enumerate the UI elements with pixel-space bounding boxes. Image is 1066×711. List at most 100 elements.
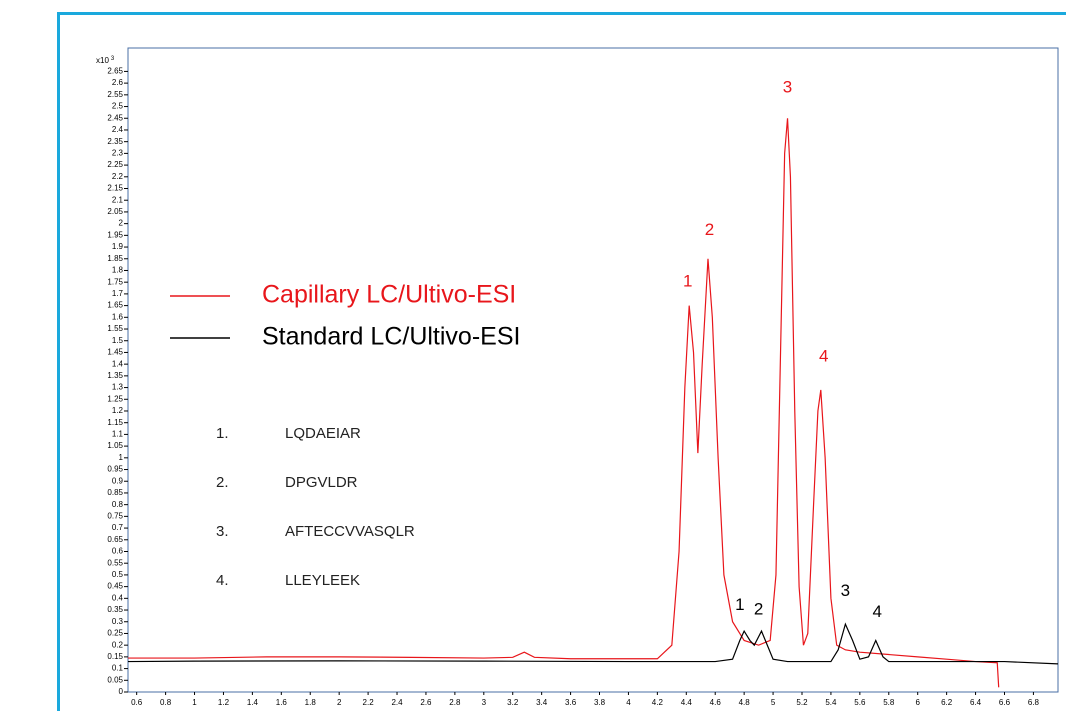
x-tick-label: 2.2 xyxy=(363,698,375,707)
y-tick-label: 0.05 xyxy=(107,675,123,684)
series-line xyxy=(128,622,1058,665)
peak-label: 4 xyxy=(872,602,881,621)
y-tick-label: 2.3 xyxy=(112,148,124,157)
x-tick-label: 1.6 xyxy=(276,698,288,707)
y-tick-label: 2 xyxy=(119,219,124,228)
y-multiplier-base: x10 xyxy=(96,56,109,65)
x-tick-label: 5 xyxy=(771,698,776,707)
y-tick-label: 0.55 xyxy=(107,558,123,567)
x-tick-label: 1.2 xyxy=(218,698,230,707)
y-tick-label: 2.55 xyxy=(107,90,123,99)
y-tick-label: 0.25 xyxy=(107,629,123,638)
peak-label: 3 xyxy=(841,581,850,600)
y-tick-label: 0.3 xyxy=(112,617,124,626)
y-tick-label: 1.2 xyxy=(112,406,124,415)
y-tick-label: 0.75 xyxy=(107,511,123,520)
x-tick-label: 1.8 xyxy=(305,698,317,707)
y-tick-label: 1.95 xyxy=(107,230,123,239)
peak-label: 1 xyxy=(735,595,744,614)
peak-label: 2 xyxy=(705,220,714,239)
y-tick-label: 0.7 xyxy=(112,523,124,532)
x-tick-label: 3 xyxy=(482,698,487,707)
y-tick-label: 2.5 xyxy=(112,102,124,111)
x-tick-label: 0.8 xyxy=(160,698,172,707)
y-tick-label: 0.65 xyxy=(107,535,123,544)
y-tick-label: 0 xyxy=(119,687,124,696)
peak-label: 2 xyxy=(754,600,763,619)
y-tick-label: 1.35 xyxy=(107,371,123,380)
y-tick-label: 1.4 xyxy=(112,359,124,368)
y-tick-label: 2.2 xyxy=(112,172,124,181)
y-tick-label: 1.6 xyxy=(112,312,124,321)
x-tick-label: 4.6 xyxy=(710,698,722,707)
x-tick-label: 1 xyxy=(192,698,197,707)
y-tick-label: 2.35 xyxy=(107,137,123,146)
peak-label: 1 xyxy=(683,272,692,291)
y-tick-label: 0.45 xyxy=(107,582,123,591)
y-tick-label: 0.95 xyxy=(107,465,123,474)
x-tick-label: 4.4 xyxy=(681,698,693,707)
y-tick-label: 1.45 xyxy=(107,348,123,357)
y-tick-label: 1 xyxy=(119,453,124,462)
y-tick-label: 2.15 xyxy=(107,184,123,193)
y-tick-label: 2.1 xyxy=(112,195,124,204)
y-tick-label: 2.6 xyxy=(112,78,124,87)
frame xyxy=(57,12,1066,711)
peptide-sequence: LQDAEIAR xyxy=(285,425,361,442)
y-tick-label: 0.6 xyxy=(112,547,124,556)
peptide-number: 3. xyxy=(216,523,229,540)
y-tick-label: 1.25 xyxy=(107,394,123,403)
y-tick-label: 0.85 xyxy=(107,488,123,497)
x-tick-label: 2.4 xyxy=(391,698,403,707)
peptide-sequence: DPGVLDR xyxy=(285,474,358,491)
y-tick-label: 0.1 xyxy=(112,664,124,673)
x-tick-label: 5.6 xyxy=(854,698,866,707)
y-tick-label: 0.15 xyxy=(107,652,123,661)
peptide-number: 2. xyxy=(216,474,229,491)
y-tick-label: 1.65 xyxy=(107,301,123,310)
x-tick-label: 5.2 xyxy=(796,698,808,707)
y-tick-label: 1.1 xyxy=(112,430,124,439)
x-tick-label: 2 xyxy=(337,698,342,707)
x-tick-label: 4.2 xyxy=(652,698,664,707)
plot-area xyxy=(127,47,1059,693)
y-tick-label: 1.8 xyxy=(112,266,124,275)
x-tick-label: 1.4 xyxy=(247,698,259,707)
series-line xyxy=(128,118,1000,688)
x-tick-label: 2.8 xyxy=(449,698,461,707)
x-tick-label: 6.6 xyxy=(999,698,1011,707)
y-tick-label: 2.4 xyxy=(112,125,124,134)
x-tick-label: 6.4 xyxy=(970,698,982,707)
y-tick-label: 0.9 xyxy=(112,476,124,485)
peak-label: 3 xyxy=(783,77,792,96)
x-tick-label: 4 xyxy=(626,698,631,707)
x-tick-label: 5.4 xyxy=(825,698,837,707)
x-tick-label: 3.6 xyxy=(565,698,577,707)
x-tick-label: 6.2 xyxy=(941,698,953,707)
legend-label: Standard LC/Ultivo-ESI xyxy=(262,323,520,351)
y-tick-label: 1.75 xyxy=(107,277,123,286)
peptide-number: 4. xyxy=(216,572,229,589)
x-tick-label: 6 xyxy=(915,698,920,707)
peptide-sequence: AFTECCVVASQLR xyxy=(285,523,415,540)
y-tick-label: 2.25 xyxy=(107,160,123,169)
x-tick-label: 5.8 xyxy=(883,698,895,707)
y-multiplier: x10 3 xyxy=(96,56,115,66)
y-tick-label: 2.65 xyxy=(107,67,123,76)
x-tick-label: 3.4 xyxy=(536,698,548,707)
y-tick-label: 1.7 xyxy=(112,289,124,298)
y-tick-label: 0.35 xyxy=(107,605,123,614)
y-tick-label: 1.15 xyxy=(107,418,123,427)
x-tick-label: 6.8 xyxy=(1028,698,1040,707)
peptide-number: 1. xyxy=(216,425,229,442)
y-tick-label: 1.9 xyxy=(112,242,124,251)
y-tick-label: 2.05 xyxy=(107,207,123,216)
y-tick-label: 1.05 xyxy=(107,441,123,450)
y-tick-label: 1.5 xyxy=(112,336,124,345)
y-tick-label: 1.55 xyxy=(107,324,123,333)
peptide-sequence: LLEYLEEK xyxy=(285,572,360,589)
y-tick-label: 0.8 xyxy=(112,500,124,509)
peak-label: 4 xyxy=(819,347,828,366)
x-tick-label: 2.6 xyxy=(420,698,432,707)
